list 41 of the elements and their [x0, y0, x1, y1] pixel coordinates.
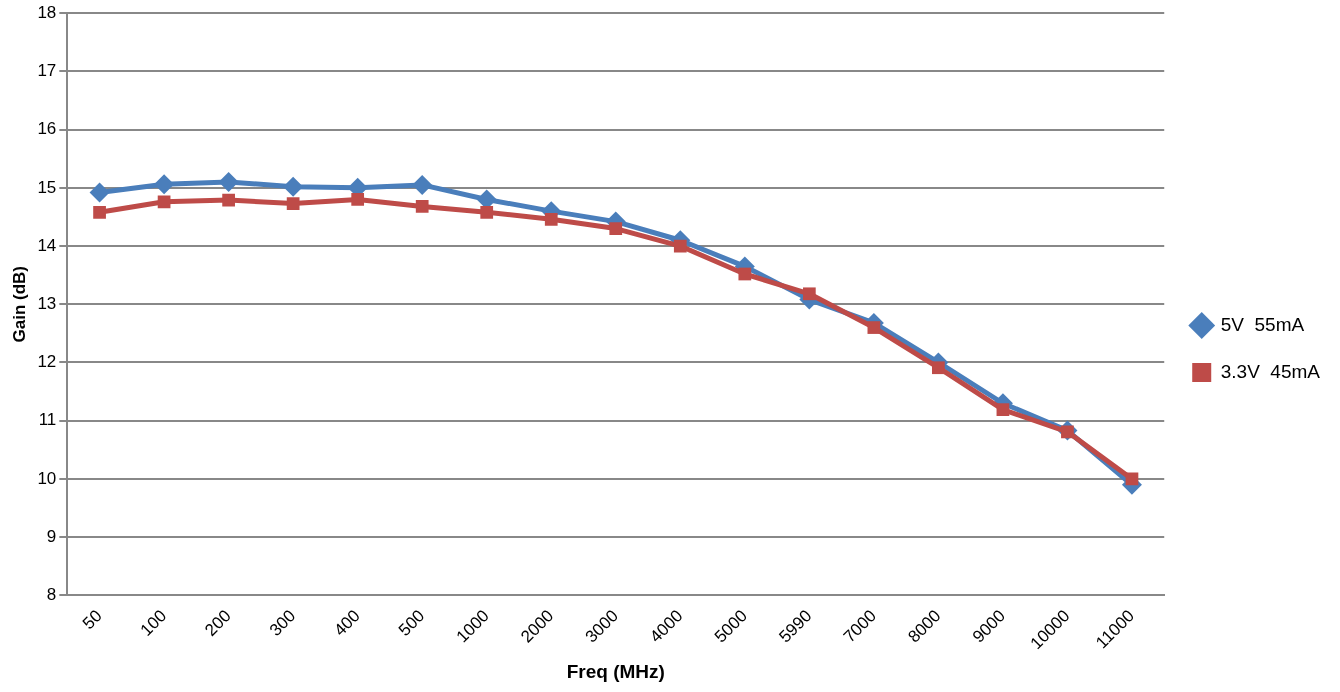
point: [415, 200, 429, 213]
point: [154, 174, 175, 195]
point: [93, 205, 106, 219]
legend-label: 5V 55mA: [1220, 313, 1305, 335]
point: [802, 287, 816, 301]
point: [286, 197, 300, 210]
y-tick-label: 16: [37, 119, 57, 139]
x-axis-title: Freq (MHz): [566, 660, 665, 682]
x-tick-label: 300: [265, 606, 300, 640]
point: [738, 267, 752, 281]
x-tick-label: 100: [136, 606, 171, 640]
point: [544, 212, 558, 226]
y-tick-label: 11: [38, 410, 57, 430]
y-tick-label: 13: [37, 293, 57, 313]
x-tick-label: 500: [394, 606, 429, 640]
point: [283, 176, 304, 197]
y-axis-title: Gain (dB): [9, 266, 29, 343]
point: [480, 205, 494, 219]
point: [351, 193, 365, 206]
point: [673, 239, 687, 253]
y-tick-label: 9: [46, 526, 57, 546]
point: [89, 182, 110, 203]
y-tick-label: 12: [37, 352, 57, 372]
y-tick-label: 10: [37, 468, 57, 488]
point: [218, 172, 239, 193]
x-tick-label: 200: [201, 606, 235, 640]
point: [157, 195, 171, 209]
y-tick-label: 8: [46, 585, 57, 605]
x-tick-label: 50: [78, 606, 106, 634]
y-tick-label: 14: [37, 235, 57, 255]
point: [932, 361, 945, 375]
y-tick-label: 15: [37, 177, 57, 197]
x-tick-label: 400: [330, 606, 364, 640]
legend-label: 3.3V 45mA: [1220, 360, 1321, 382]
point: [222, 193, 235, 207]
point: [412, 174, 433, 195]
point: [609, 222, 623, 235]
point: [996, 403, 1010, 417]
point: [867, 321, 881, 334]
y-tick-label: 18: [37, 2, 57, 22]
y-tick-label: 17: [37, 61, 57, 81]
